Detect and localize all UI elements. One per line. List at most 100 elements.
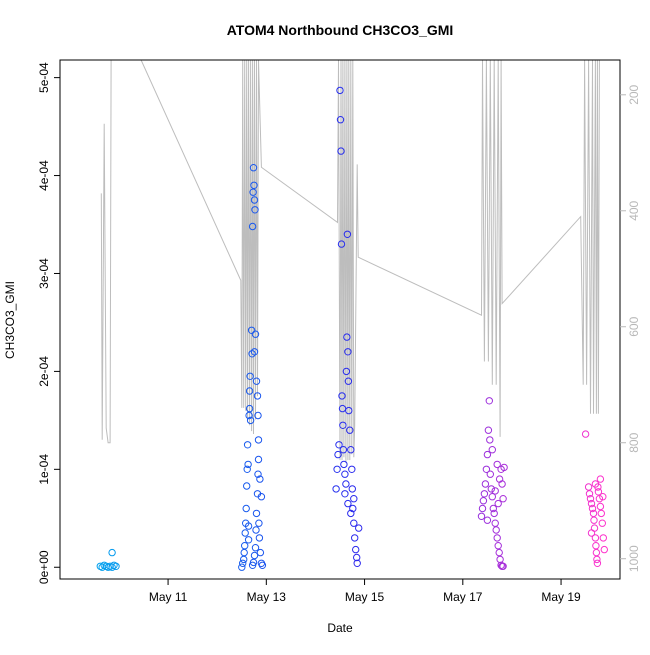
right-y-tick-label: 1000 xyxy=(627,545,641,572)
data-point xyxy=(355,524,363,532)
data-point xyxy=(108,548,116,557)
data-point xyxy=(483,450,492,459)
data-point xyxy=(487,485,495,493)
data-point xyxy=(489,504,497,513)
data-point xyxy=(343,333,351,341)
data-point xyxy=(494,542,502,550)
data-point xyxy=(492,526,500,534)
data-point xyxy=(339,421,347,429)
data-point xyxy=(252,509,261,518)
data-point xyxy=(246,372,254,380)
data-point xyxy=(347,509,355,518)
data-point xyxy=(347,446,355,454)
data-point xyxy=(591,480,600,488)
data-point xyxy=(477,512,486,520)
data-point xyxy=(249,164,258,172)
data-point xyxy=(590,516,598,524)
data-point xyxy=(353,559,361,567)
data-point xyxy=(494,499,502,508)
y-axis-label: CH3CO3_GMI xyxy=(3,281,17,359)
data-point xyxy=(250,551,259,560)
data-point xyxy=(255,534,264,542)
right-y-tick-label: 800 xyxy=(627,432,641,452)
data-point xyxy=(337,147,345,155)
data-point xyxy=(600,545,608,554)
data-point xyxy=(240,548,248,557)
data-point xyxy=(498,480,506,488)
y-tick-label: 1e-04 xyxy=(37,454,51,485)
y-tick-label: 5e-04 xyxy=(37,62,51,93)
plot-frame xyxy=(59,59,621,580)
data-point xyxy=(599,534,607,542)
data-point xyxy=(348,485,356,493)
data-point xyxy=(486,436,494,444)
data-point xyxy=(252,377,261,385)
data-point xyxy=(249,188,257,196)
y-tick-label: 2e-04 xyxy=(37,356,51,387)
right-y-axis: 200 400 600 800 1000 xyxy=(620,84,641,572)
data-point xyxy=(499,562,507,570)
data-point xyxy=(256,548,265,557)
data-point xyxy=(257,493,266,501)
data-point xyxy=(341,470,349,478)
data-point xyxy=(346,426,354,434)
data-point xyxy=(337,240,346,248)
data-point xyxy=(252,526,260,534)
right-y-tick-label: 400 xyxy=(627,200,641,220)
pressure-line xyxy=(100,59,600,464)
data-point xyxy=(336,116,345,124)
data-point xyxy=(587,529,596,537)
data-point xyxy=(254,455,263,464)
data-point xyxy=(244,536,253,544)
data-point xyxy=(342,367,351,376)
data-point xyxy=(341,490,349,498)
data-point xyxy=(594,488,603,496)
data-point xyxy=(250,196,259,204)
data-point xyxy=(336,86,344,95)
data-point xyxy=(480,490,489,498)
data-point xyxy=(335,441,343,449)
data-point xyxy=(493,460,501,469)
data-point xyxy=(349,504,357,513)
data-points-layer xyxy=(96,86,608,571)
data-point xyxy=(245,404,254,413)
data-point xyxy=(344,348,352,356)
y-axis: 0e+00 1e-04 2e-04 3e-04 4e-04 5e-04 xyxy=(37,62,60,584)
data-point xyxy=(239,559,247,567)
data-point xyxy=(479,497,488,505)
data-point xyxy=(350,519,358,527)
data-point xyxy=(241,542,249,550)
data-point xyxy=(248,350,256,358)
data-point xyxy=(493,534,501,542)
data-point xyxy=(247,326,256,334)
data-point xyxy=(351,534,359,542)
y-tick-label: 3e-04 xyxy=(37,258,51,289)
data-point xyxy=(587,499,596,508)
chart-title: ATOM4 Northbound CH3CO3_GMI xyxy=(227,22,454,38)
data-point xyxy=(253,392,262,400)
data-point xyxy=(333,465,341,473)
data-point xyxy=(243,441,252,449)
data-point xyxy=(241,529,249,537)
data-point xyxy=(340,460,348,469)
right-y-tick-label: 600 xyxy=(627,316,641,336)
x-tick-label: May 13 xyxy=(247,590,287,604)
x-axis-label: Date xyxy=(327,621,353,635)
data-point xyxy=(254,470,262,478)
data-point xyxy=(599,493,607,501)
data-point xyxy=(581,430,590,438)
data-point xyxy=(238,563,246,571)
data-point xyxy=(245,411,253,420)
data-point xyxy=(486,470,494,478)
data-point xyxy=(334,450,342,459)
data-point xyxy=(495,548,503,557)
data-point xyxy=(250,181,258,190)
data-point xyxy=(246,416,255,425)
data-point xyxy=(500,463,508,472)
data-point xyxy=(345,406,353,415)
data-point xyxy=(483,516,492,524)
data-point xyxy=(108,563,116,571)
data-point xyxy=(348,465,356,473)
